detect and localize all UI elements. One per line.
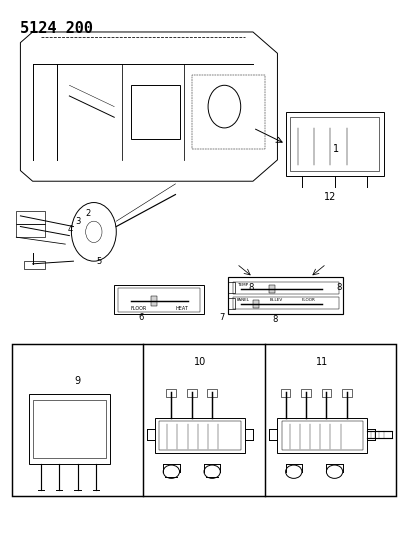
Bar	[253, 300, 259, 308]
Bar	[166, 389, 176, 397]
Bar	[29, 394, 110, 464]
Text: 2: 2	[86, 209, 91, 218]
Bar	[16, 211, 45, 224]
Text: 5: 5	[96, 257, 101, 266]
Bar	[228, 298, 235, 309]
Text: 12: 12	[324, 192, 337, 202]
Bar	[281, 389, 290, 397]
Text: FLOOR: FLOOR	[302, 298, 316, 302]
Bar	[342, 389, 352, 397]
Text: 5124 200: 5124 200	[20, 21, 93, 36]
Text: 4: 4	[67, 225, 73, 234]
Text: 6: 6	[138, 313, 144, 322]
Text: 8: 8	[336, 284, 341, 293]
Bar	[290, 117, 379, 171]
Bar	[286, 112, 384, 176]
Bar	[155, 418, 245, 453]
Text: FLOOR: FLOOR	[131, 306, 147, 311]
Bar	[322, 389, 331, 397]
Bar	[228, 277, 343, 314]
Text: 8: 8	[273, 316, 278, 325]
Bar	[187, 389, 197, 397]
Text: PANEL: PANEL	[237, 298, 250, 302]
Bar	[301, 389, 311, 397]
Text: HEAT: HEAT	[175, 306, 188, 311]
Text: TEMP: TEMP	[237, 283, 248, 287]
Bar	[282, 421, 363, 450]
Text: BI-LEV: BI-LEV	[269, 298, 282, 302]
Bar	[12, 344, 396, 496]
Bar	[16, 224, 45, 237]
Bar	[114, 285, 204, 314]
Text: 3: 3	[75, 217, 81, 226]
Bar	[118, 288, 200, 312]
Bar	[151, 296, 157, 306]
Text: 9: 9	[74, 376, 81, 386]
Text: 10: 10	[194, 357, 206, 367]
Text: 8: 8	[248, 284, 254, 293]
Text: 7: 7	[220, 313, 225, 322]
Bar	[33, 400, 106, 458]
Bar	[24, 261, 45, 269]
Text: 11: 11	[316, 357, 328, 367]
Bar	[233, 282, 339, 294]
Bar	[228, 282, 235, 293]
Bar	[192, 75, 265, 149]
Bar	[131, 85, 180, 139]
Bar	[277, 418, 367, 453]
Bar	[159, 421, 241, 450]
Bar	[207, 389, 217, 397]
Text: 1: 1	[333, 144, 339, 154]
Bar	[233, 297, 339, 309]
Bar	[269, 285, 275, 293]
